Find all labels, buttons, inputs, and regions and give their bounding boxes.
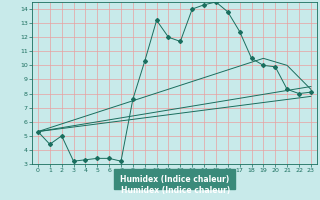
Text: Humidex (Indice chaleur): Humidex (Indice chaleur) xyxy=(121,186,231,194)
X-axis label: Humidex (Indice chaleur): Humidex (Indice chaleur) xyxy=(120,175,229,184)
